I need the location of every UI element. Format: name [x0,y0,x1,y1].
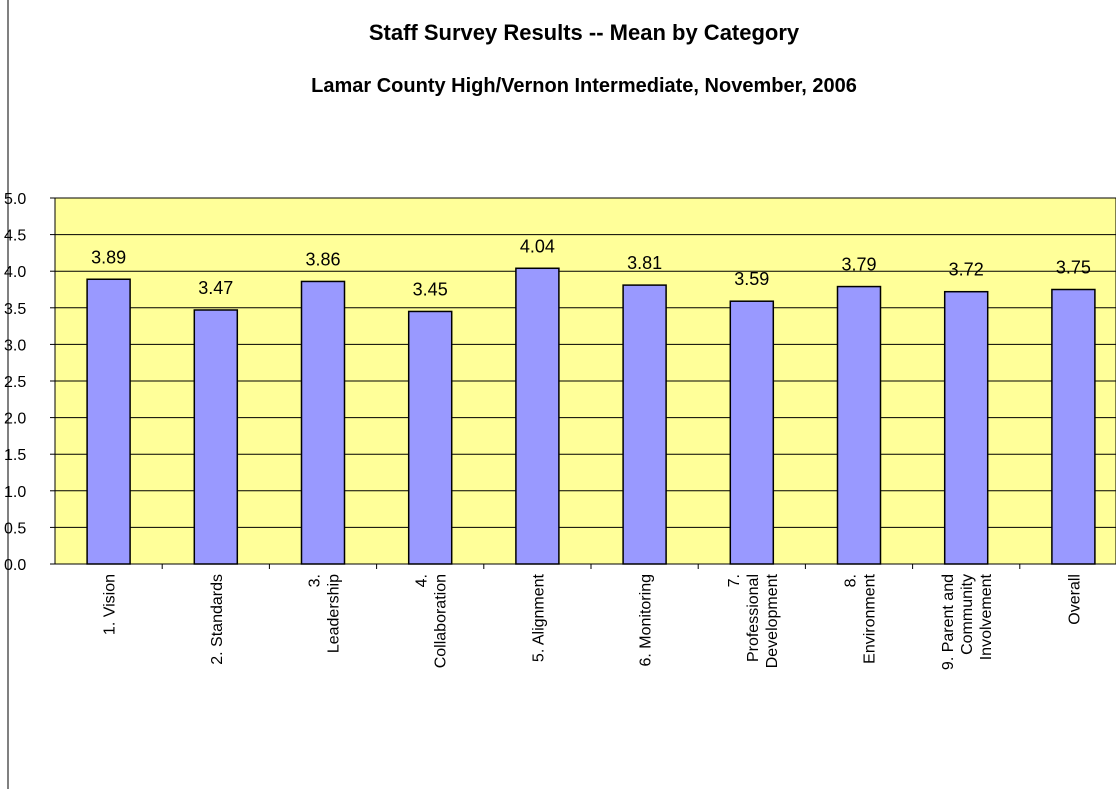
chart-title: Staff Survey Results -- Mean by Category [369,20,800,45]
data-label: 3.45 [413,279,448,299]
x-tick-label: 1. Vision [102,574,119,635]
y-tick-label: 1.5 [4,447,26,464]
x-tick-label: 2. Standards [209,574,226,665]
data-labels: 3.89 3.47 3.86 3.45 4.04 3.81 3.59 3.79 3.72 3.75 [91,236,1091,299]
data-label: 3.86 [305,249,340,269]
x-axis: 1. Vision 2. Standards 3. Leadership 4. Colla… [102,564,1083,670]
bar [943,290,989,565]
y-tick-label: 4.5 [4,228,26,245]
x-tick-label: 7. [726,574,743,587]
bar [193,309,239,565]
bar [407,310,453,565]
x-tick-label: Development [764,573,781,668]
bar [1051,288,1096,565]
x-tick-label: Professional [745,574,762,662]
y-tick-label: 0.5 [4,520,26,537]
data-label: 3.79 [841,255,876,275]
y-tick-label: 3.5 [4,301,26,318]
x-tick-label: 8. [843,574,860,587]
x-tick-label: Leadership [326,574,343,653]
data-label: 3.75 [1056,258,1091,278]
x-tick-label: Community [959,574,976,655]
data-label: 3.72 [949,260,984,280]
bar [515,267,560,565]
y-tick-label: 4.0 [4,264,26,281]
bar [300,280,346,565]
x-tick-label: 3. [307,574,324,587]
y-tick-label: 0.0 [4,557,26,574]
y-tick-label: 3.0 [4,337,26,354]
chart-subtitle: Lamar County High/Vernon Intermediate, N… [311,75,857,97]
x-tick-label: Environment [862,573,879,663]
data-label: 3.89 [91,247,126,267]
data-label: 3.47 [198,278,233,298]
y-tick-label: 1.0 [4,484,26,501]
data-label: 4.04 [520,236,555,256]
bar [622,284,667,565]
bar [836,285,882,565]
y-tick-label: 5.0 [4,191,26,208]
y-tick-label: 2.5 [4,374,26,391]
y-axis: 0.0 0.5 1.0 1.5 2.0 2.5 3.0 3.5 4.0 4.5 5.0 [4,191,55,574]
x-tick-label: 9. Parent and [940,574,957,670]
bar [86,278,131,565]
data-label: 3.59 [734,269,769,289]
x-tick-label: Involvement [978,573,995,660]
bar [729,300,775,565]
x-tick-label: Overall [1066,574,1083,625]
data-label: 3.81 [627,253,662,273]
bars [86,267,1096,565]
y-tick-label: 2.0 [4,411,26,428]
x-tick-label: 6. Monitoring [638,574,655,667]
x-tick-label: 5. Alignment [530,573,547,662]
x-tick-label: 4. [414,574,431,587]
x-tick-label: Collaboration [433,574,450,668]
